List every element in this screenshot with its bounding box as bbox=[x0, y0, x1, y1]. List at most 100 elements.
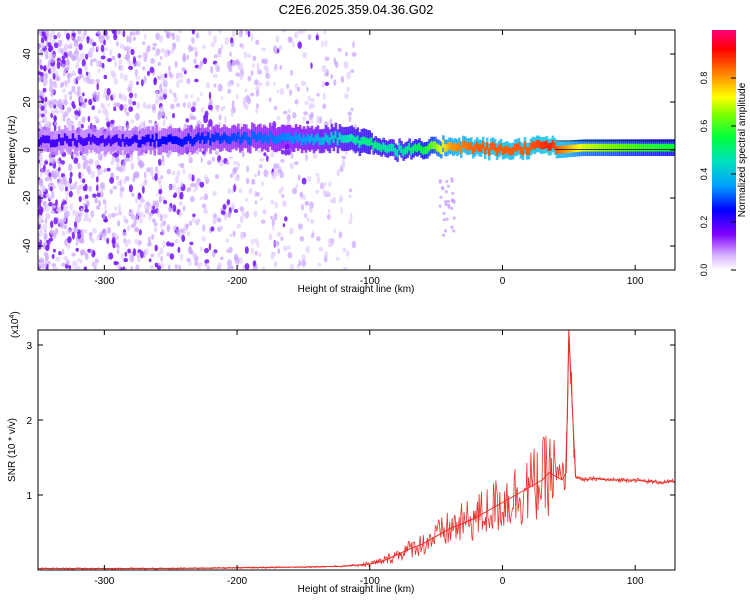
speckle bbox=[44, 177, 50, 182]
speckle bbox=[185, 118, 190, 123]
speckle bbox=[289, 263, 294, 270]
speckle bbox=[168, 71, 173, 79]
speckle bbox=[113, 152, 118, 158]
ridge-cell bbox=[627, 143, 630, 152]
speckle bbox=[250, 238, 254, 245]
speckle bbox=[123, 257, 128, 263]
speckle bbox=[450, 177, 454, 181]
speckle bbox=[134, 112, 140, 121]
ridge-cell bbox=[189, 136, 192, 144]
speckle bbox=[102, 199, 107, 205]
speckle bbox=[284, 216, 288, 222]
speckle bbox=[278, 45, 283, 51]
speckle bbox=[216, 108, 220, 113]
speckle bbox=[171, 47, 174, 55]
ridge-cell bbox=[529, 143, 533, 151]
speckle bbox=[43, 79, 48, 87]
ridge-cell bbox=[55, 139, 59, 147]
speckle bbox=[40, 72, 44, 77]
ridge-cell bbox=[65, 135, 69, 144]
speckle bbox=[204, 110, 209, 118]
speckle bbox=[304, 100, 309, 105]
speckle bbox=[77, 184, 83, 191]
speckle bbox=[38, 153, 43, 161]
speckle bbox=[40, 105, 45, 111]
speckle bbox=[444, 190, 448, 194]
ridge-cell bbox=[276, 135, 280, 143]
speckle bbox=[194, 260, 199, 267]
speckle bbox=[201, 236, 206, 242]
speckle bbox=[51, 204, 56, 209]
speckle bbox=[107, 103, 110, 108]
ridge-cell bbox=[151, 134, 155, 143]
ridge-cell bbox=[255, 134, 258, 143]
speckle bbox=[188, 261, 192, 266]
speckle bbox=[76, 56, 81, 63]
ridge-cell bbox=[294, 132, 298, 140]
speckle bbox=[343, 267, 348, 270]
ridge-cell bbox=[83, 138, 87, 146]
speckle bbox=[231, 30, 236, 37]
speckle bbox=[346, 86, 350, 92]
ridge-cell bbox=[605, 143, 608, 152]
speckle bbox=[297, 174, 301, 181]
ridge-cell bbox=[452, 143, 455, 152]
speckle bbox=[178, 264, 181, 270]
ridge-cell bbox=[101, 135, 105, 143]
speckle bbox=[96, 45, 100, 51]
ridge-cell bbox=[197, 132, 200, 141]
colorbar: 0.0 0.2 0.4 0.6 0.8 Normalized spectral ampl… bbox=[699, 30, 748, 276]
speckle bbox=[153, 226, 158, 233]
speckle bbox=[48, 195, 53, 200]
snr-frame bbox=[37, 329, 676, 571]
speckle bbox=[324, 39, 328, 47]
speckle bbox=[75, 62, 79, 70]
speckle bbox=[141, 161, 145, 168]
speckle bbox=[190, 182, 195, 188]
speckle bbox=[187, 172, 193, 181]
speckle bbox=[58, 175, 63, 183]
speckle bbox=[114, 206, 118, 211]
x-tick-label: -100 bbox=[360, 276, 380, 287]
ridge-cell bbox=[233, 132, 236, 141]
ridge-cell bbox=[400, 145, 403, 154]
speckle bbox=[108, 252, 114, 260]
ridge-cell bbox=[535, 140, 539, 148]
speckle bbox=[160, 255, 163, 262]
speckle bbox=[345, 250, 350, 257]
speckle bbox=[343, 60, 349, 69]
speckle bbox=[281, 194, 285, 198]
ridge-cell bbox=[127, 138, 131, 147]
speckle bbox=[86, 201, 90, 208]
ridge-cell bbox=[669, 143, 672, 152]
speckle bbox=[247, 75, 252, 82]
ridge-cell bbox=[621, 143, 624, 152]
ridge-cell bbox=[87, 133, 91, 142]
speckle bbox=[110, 160, 114, 166]
speckle bbox=[214, 213, 217, 218]
speckle bbox=[199, 181, 205, 188]
ridge-cell bbox=[109, 138, 113, 147]
speckle bbox=[202, 44, 206, 49]
speckle bbox=[290, 151, 294, 160]
speckle bbox=[78, 238, 83, 244]
speckle bbox=[262, 209, 267, 215]
ridge-cell bbox=[103, 139, 107, 147]
speckle bbox=[66, 109, 70, 115]
ridge-cell bbox=[191, 138, 194, 147]
speckle bbox=[321, 65, 327, 73]
speckle bbox=[302, 194, 306, 201]
speckle bbox=[257, 69, 263, 75]
speckle bbox=[186, 54, 190, 61]
ridge-cell bbox=[424, 146, 427, 155]
ridge-cell bbox=[483, 146, 487, 155]
speckle bbox=[43, 233, 48, 240]
speckle bbox=[45, 30, 49, 37]
speckle bbox=[43, 65, 47, 72]
speckle bbox=[254, 250, 258, 256]
speckle bbox=[41, 31, 45, 37]
speckle bbox=[333, 228, 336, 234]
speckle bbox=[129, 80, 134, 88]
speckle bbox=[323, 30, 327, 34]
speckle bbox=[247, 30, 251, 38]
